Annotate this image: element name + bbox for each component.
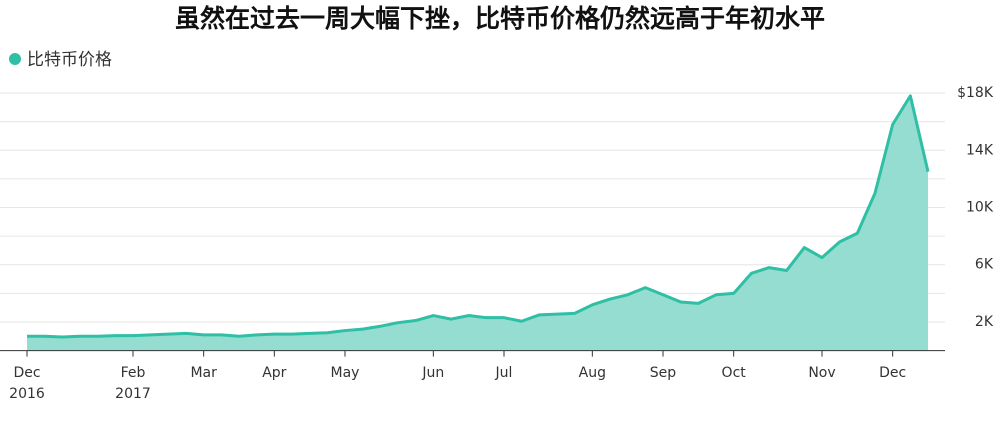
chart-title: 虽然在过去一周大幅下挫，比特币价格仍然远高于年初水平 [175, 4, 825, 33]
y-tick-label: 14K [966, 142, 994, 158]
area [27, 95, 928, 351]
legend-label: 比特币价格 [27, 50, 112, 70]
line [27, 94, 930, 339]
x-tick-label: Feb 2017 [115, 365, 151, 402]
x-tick-label: Nov [808, 365, 836, 381]
y-tick-label: $18K [957, 85, 994, 101]
x-tick-label: Jul [495, 365, 513, 381]
y-tick-label: 6K [975, 257, 994, 273]
x-tick-label: Dec 2016 [9, 365, 45, 402]
y-tick-label: 10K [966, 199, 994, 215]
y-tick-label: 2K [975, 314, 994, 330]
x-tick-label: Dec [879, 365, 907, 381]
x-tick-label: Apr [262, 365, 287, 381]
x-tick-label: Sep [649, 365, 677, 381]
x-tick-label: May [330, 365, 360, 381]
x-tick-label: Mar [190, 365, 217, 381]
x-tick-label: Jun [422, 365, 445, 381]
x-tick-label: Oct [721, 365, 746, 381]
x-tick-label: Aug [578, 365, 606, 381]
legend-swatch [9, 53, 21, 65]
